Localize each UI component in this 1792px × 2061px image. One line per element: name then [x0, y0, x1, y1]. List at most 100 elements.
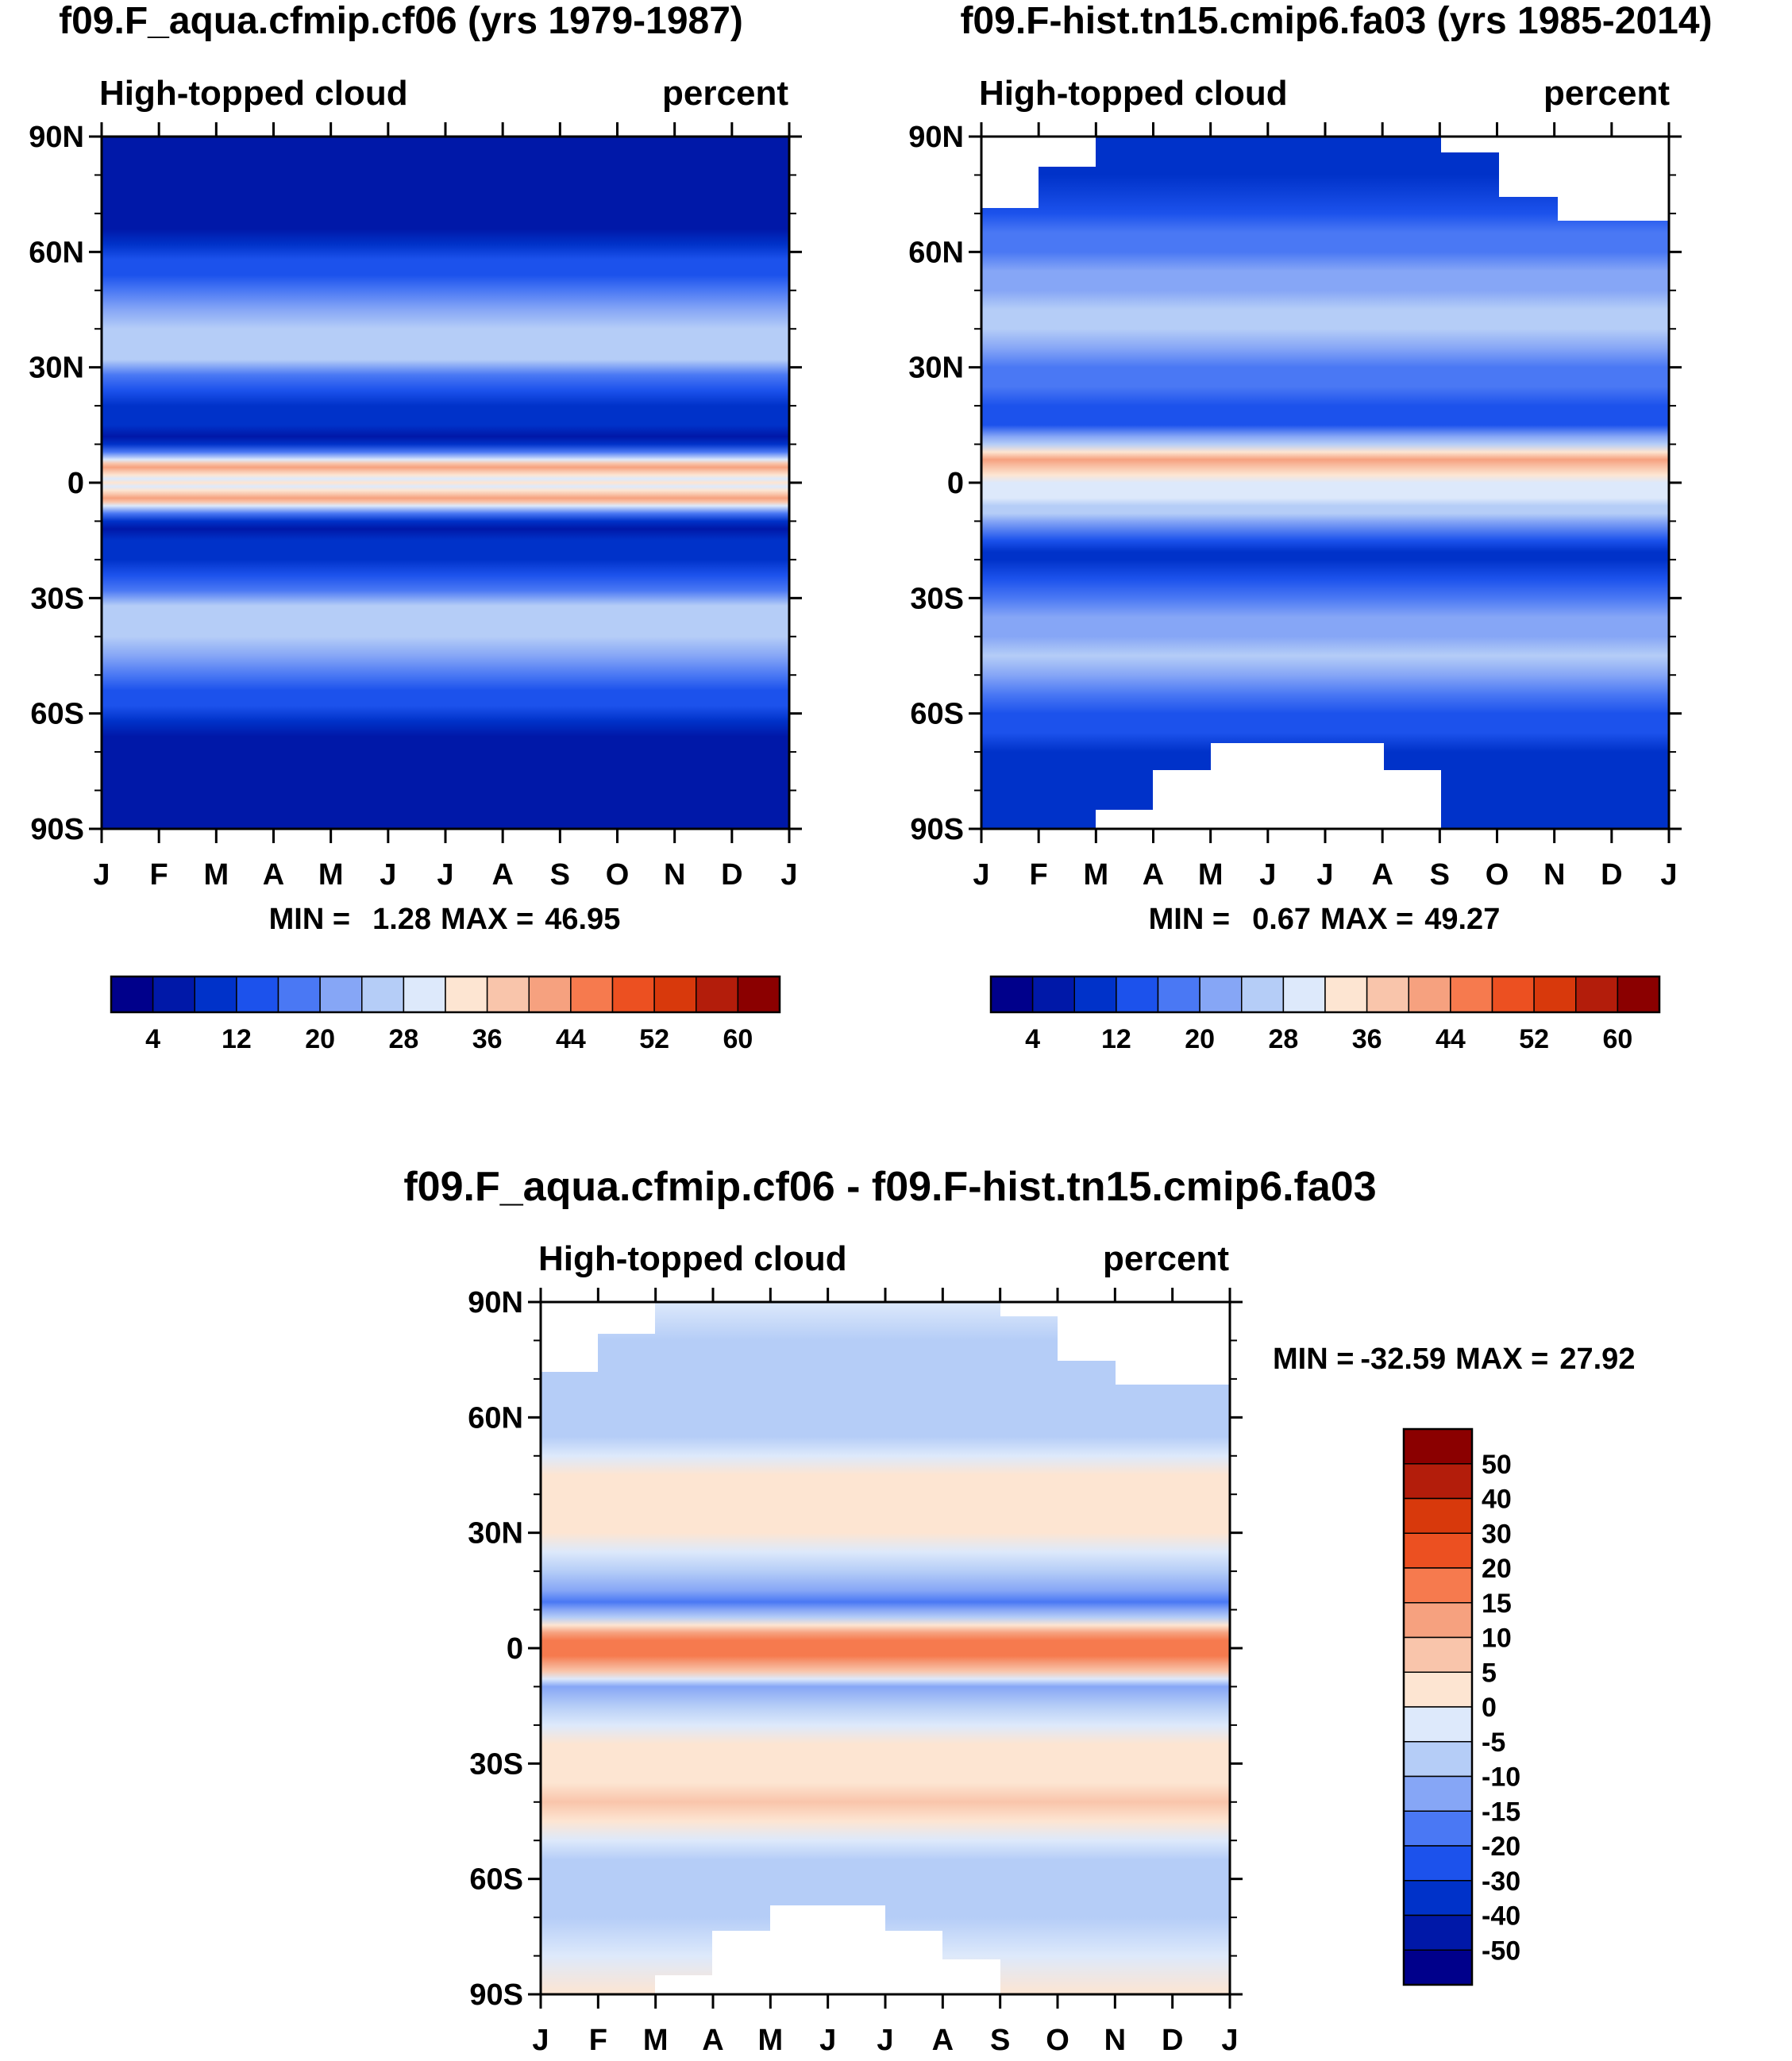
panel-2-missing-data	[981, 137, 1669, 829]
panel-3-title: f09.F_aqua.cfmip.cf06 - f09.F-hist.tn15.…	[403, 1164, 1376, 1210]
panel-3-y-ticks: 90N 60N 30N 0 30S 60S 90S	[468, 1286, 1243, 2012]
panel-3-colorbar-label: 15	[1482, 1589, 1512, 1619]
panel-2-title: f09.F-hist.tn15.cmip6.fa03 (yrs 1985-201…	[960, 0, 1712, 42]
panel-3-colorbar-box	[1403, 1428, 1473, 1465]
panel-3-x-tick-label: O	[1046, 2024, 1069, 2057]
panel-2-colorbar: 4 12 20 28 36 44 52 60	[989, 975, 1661, 1054]
panel-3-y-tick-label: 90S	[469, 1978, 523, 2012]
panel-3-x-tick-label: A	[702, 2024, 723, 2057]
panel-3-colorbar-box	[1403, 1463, 1473, 1500]
panel-2-stats: MIN = 0.67 MAX = 49.27	[1149, 903, 1501, 936]
panel-2-x-tick-label: O	[1486, 858, 1509, 892]
panel-1-colorbar-box	[486, 976, 530, 1013]
panel-1-max-value: 46.95	[545, 903, 620, 936]
panel-3-colorbar-label: 0	[1482, 1693, 1497, 1723]
panel-3-y-tick-label: 30N	[468, 1517, 523, 1551]
panel-3-x-tick-label: F	[589, 2024, 607, 2057]
panel-1-colorbar-label: 60	[723, 1024, 753, 1054]
panel-1-colorbar-box	[194, 976, 237, 1013]
panel-3-colorbar-label: -10	[1482, 1762, 1520, 1793]
panel-1-colorbar-frame	[110, 975, 781, 1014]
panel-2-x-tick-label: M	[1198, 858, 1224, 892]
panel-3-y-tick-label: 0	[507, 1632, 523, 1666]
panel-2-colorbar-label: 44	[1436, 1024, 1466, 1054]
panel-2-x-tick-label: J	[1660, 858, 1677, 892]
panel-1-min-label: MIN =	[269, 903, 350, 936]
panel-1-x-tick-label: J	[780, 858, 797, 892]
panel-1-colorbar-label: 28	[388, 1024, 418, 1054]
panel-1-y-tick-label: 30S	[30, 582, 84, 615]
panel-2-max-label: MAX =	[1320, 903, 1413, 936]
panel-3-x-tick-label: A	[932, 2024, 954, 2057]
panel-3-x-tick-label: J	[877, 2024, 893, 2057]
panel-3-colorbar-label: 30	[1482, 1519, 1512, 1549]
panel-2-y-tick-label: 30S	[910, 582, 964, 615]
panel-3-field	[541, 1302, 1230, 1994]
panel-3-colorbar-box	[1403, 1880, 1473, 1917]
panel-1-x-tick-label: M	[318, 858, 344, 892]
panel-3-colorbar-label: 5	[1482, 1658, 1497, 1688]
panel-2-x-tick-label: J	[1259, 858, 1276, 892]
panel-3-colorbar-box	[1403, 1914, 1473, 1951]
panel-1-x-tick-label: D	[721, 858, 742, 892]
panel-3-x-tick-label: J	[1221, 2024, 1238, 2057]
panel-2-x-tick-label: S	[1430, 858, 1450, 892]
panel-2-x-tick-label: A	[1371, 858, 1393, 892]
panel-2-colorbar-box	[1408, 976, 1451, 1013]
panel-1-y-tick-label: 90N	[29, 121, 84, 154]
panel-3-x-tick-label: D	[1162, 2024, 1183, 2057]
panel-2-colorbar-label: 36	[1352, 1024, 1382, 1054]
panel-1-right-label: percent	[662, 74, 788, 113]
panel-3-colorbar-box	[1403, 1775, 1473, 1812]
panel-3-y-tick-label: 60S	[469, 1863, 523, 1897]
panel-2-colorbar-frame	[989, 975, 1661, 1014]
panel-1-colorbar: 4 12 20 28 36 44 52 60	[110, 975, 781, 1054]
panel-3-colorbar-box	[1403, 1497, 1473, 1534]
panel-1-colorbar-label: 36	[472, 1024, 503, 1054]
panel-1-y-tick-label: 60N	[29, 236, 84, 269]
panel-3-colorbar-box	[1403, 1706, 1473, 1743]
panel-3-colorbar-box	[1403, 1949, 1473, 1986]
panel-3-colorbar-box	[1403, 1567, 1473, 1604]
panel-1-colorbar-box	[236, 976, 279, 1013]
panel-1: f09.F_aqua.cfmip.cf06 (yrs 1979-1987) Hi…	[29, 0, 802, 1054]
panel-1-colorbar-box	[445, 976, 488, 1013]
panel-3-x-tick-label: M	[758, 2024, 784, 2057]
panel-2-x-tick-label: M	[1084, 858, 1109, 892]
panel-3-stats: MIN = -32.59 MAX = 27.92	[1273, 1343, 1635, 1376]
panel-1-colorbar-box	[653, 976, 697, 1013]
panel-2-colorbar-box	[1491, 976, 1535, 1013]
panel-3-missing-data	[541, 1302, 1230, 1994]
panel-3-right-label: percent	[1103, 1239, 1229, 1278]
panel-3-max-label: MAX =	[1455, 1343, 1548, 1376]
panel-2-x-tick-label: F	[1030, 858, 1048, 892]
panel-3-max-value: 27.92	[1559, 1343, 1635, 1376]
panel-3-colorbar-label: -5	[1482, 1728, 1505, 1758]
panel-1-colorbar-box	[319, 976, 363, 1013]
panel-2-left-label: High-topped cloud	[979, 74, 1288, 113]
panel-2-colorbar-label: 20	[1185, 1024, 1215, 1054]
panel-2-colorbar-box	[1031, 976, 1075, 1013]
panel-1-x-tick-label: J	[437, 858, 453, 892]
panel-2-y-tick-label: 90S	[910, 813, 964, 846]
panel-1-colorbar-label: 20	[305, 1024, 335, 1054]
panel-2-y-tick-label: 60N	[908, 236, 964, 269]
panel-1-left-label: High-topped cloud	[99, 74, 408, 113]
panel-2-y-tick-label: 30N	[908, 352, 964, 385]
panel-1-stats: MIN = 1.28 MAX = 46.95	[269, 903, 621, 936]
panel-3-colorbar-box	[1403, 1810, 1473, 1847]
panel-2-x-tick-label: J	[1316, 858, 1333, 892]
panel-1-x-tick-label: F	[150, 858, 168, 892]
panel-1-colorbar-box	[403, 976, 446, 1013]
panel-2-colorbar-box	[1157, 976, 1200, 1013]
panel-1-max-label: MAX =	[441, 903, 534, 936]
panel-3-colorbar-label: -50	[1482, 1936, 1520, 1966]
panel-3-colorbar-label: -40	[1482, 1901, 1520, 1932]
panel-2-x-tick-label: J	[973, 858, 989, 892]
panel-1-colorbar-box	[611, 976, 655, 1013]
